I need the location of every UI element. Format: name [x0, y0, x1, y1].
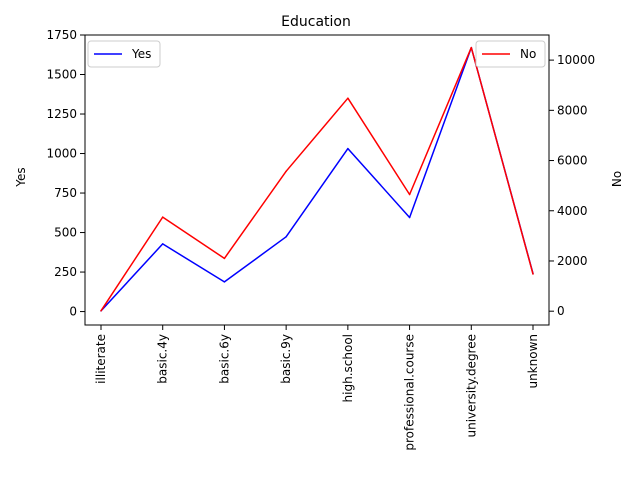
series-yes-point-2 [223, 281, 226, 283]
legend-no-label: No [520, 47, 536, 61]
chart-title: Education [281, 14, 351, 30]
left-tick-label-2: 500 [54, 226, 77, 240]
left-tick-label-5: 1250 [46, 107, 77, 121]
x-tick-label-0: illiterate [94, 334, 108, 384]
x-tick-label-6: university.degree [464, 334, 478, 438]
series-no-point-5 [408, 193, 411, 196]
left-axis-title: Yes [14, 167, 28, 187]
series-yes-point-1 [161, 243, 164, 245]
series-yes-point-4 [347, 147, 349, 150]
series-line-yes [100, 46, 534, 312]
left-tick-label-7: 1750 [46, 28, 77, 42]
series-line-no [100, 46, 534, 312]
x-tick-label-7: unknown [526, 334, 540, 389]
x-tick-label-3: basic.9y [279, 334, 293, 384]
series-no-point-2 [223, 257, 226, 260]
series-no-point-1 [161, 216, 164, 218]
legend-no-box [475, 40, 546, 68]
right-tick-label-2: 4000 [557, 204, 588, 218]
left-tick-label-0: 0 [69, 305, 77, 319]
legend-yes-label: Yes [131, 47, 151, 61]
series-no-point-0 [100, 310, 102, 312]
series-no-point-6 [470, 46, 473, 49]
x-tick-label-2: basic.6y [217, 334, 231, 384]
right-tick-label-1: 2000 [557, 254, 588, 268]
series-yes-point-5 [408, 216, 411, 219]
left-tick-label-1: 250 [54, 265, 77, 279]
x-tick-label-5: professional.course [403, 334, 417, 451]
right-tick-label-5: 10000 [557, 53, 595, 67]
chart-marks: 0 250 500 750 1000 1250 1500 1750 0 2000 4000 6000 8… [46, 28, 595, 451]
series-no-point-4 [347, 97, 349, 99]
legend-yes-box [87, 40, 161, 68]
x-tick-label-1: basic.4y [156, 334, 170, 384]
series-yes-point-3 [285, 236, 287, 238]
series-no-point-3 [285, 170, 287, 173]
plot-frame [84, 34, 550, 326]
right-tick-label-0: 0 [557, 304, 565, 318]
right-axis-title: No [610, 171, 624, 187]
left-tick-label-4: 1000 [46, 147, 77, 161]
x-tick-label-4: high.school [341, 334, 355, 402]
left-tick-label-3: 750 [54, 186, 77, 200]
left-tick-label-6: 1500 [46, 68, 77, 82]
legend-no: No [475, 40, 546, 68]
legend-yes: Yes [87, 40, 161, 68]
right-tick-label-4: 8000 [557, 103, 588, 117]
series-no-point-7 [532, 273, 534, 275]
right-tick-label-3: 6000 [557, 154, 588, 168]
